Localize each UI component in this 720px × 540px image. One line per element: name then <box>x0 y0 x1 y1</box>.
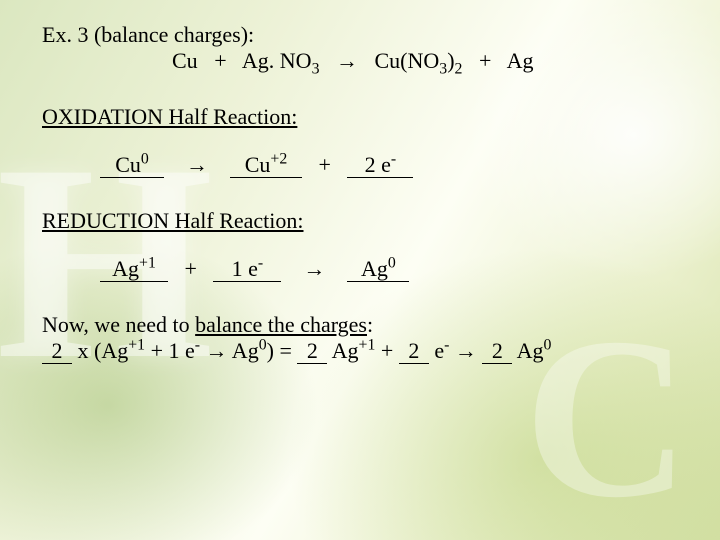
re-arrow: → <box>303 256 325 281</box>
balance-line-2: 2 x (Ag+1 + 1 e- → Ag0) = 2 Ag+1 + 2 e- … <box>42 338 678 364</box>
ox-arrow: → <box>186 152 208 177</box>
eq-rhs1: Cu(NO3)2 <box>374 48 462 73</box>
coef-4: 2 <box>482 339 512 364</box>
eq-lhs2: Ag. NO3 <box>242 48 320 73</box>
reduction-heading: REDUCTION Half Reaction: <box>42 208 678 234</box>
oxidation-equation: Cu0 → Cu+2 + 2 e- <box>42 152 678 178</box>
reduction-equation: Ag+1 + 1 e- → Ag0 <box>42 256 678 282</box>
coef-3: 2 <box>399 339 429 364</box>
eq-arrow: → <box>336 48 358 73</box>
re-blank-3: Ag0 <box>347 257 409 282</box>
ox-blank-3: 2 e- <box>347 153 413 178</box>
balance-line-1: Now, we need to balance the charges: <box>42 312 678 338</box>
ox-blank-1: Cu0 <box>100 153 164 178</box>
slide-content: Ex. 3 (balance charges): Cu + Ag. NO3 → … <box>0 0 720 364</box>
ox-blank-2: Cu+2 <box>230 153 302 178</box>
eq-rhs2: Ag <box>507 48 534 73</box>
oxidation-heading: OXIDATION Half Reaction: <box>42 104 678 130</box>
title-line: Ex. 3 (balance charges): <box>42 22 678 48</box>
coef-1: 2 <box>42 339 72 364</box>
re-plus: + <box>185 256 197 281</box>
main-equation: Cu + Ag. NO3 → Cu(NO3)2 + Ag <box>42 48 678 74</box>
re-blank-2: 1 e- <box>213 257 281 282</box>
ox-plus: + <box>319 152 331 177</box>
re-blank-1: Ag+1 <box>100 257 168 282</box>
coef-2: 2 <box>297 339 327 364</box>
eq-lhs1: Cu <box>172 48 198 73</box>
